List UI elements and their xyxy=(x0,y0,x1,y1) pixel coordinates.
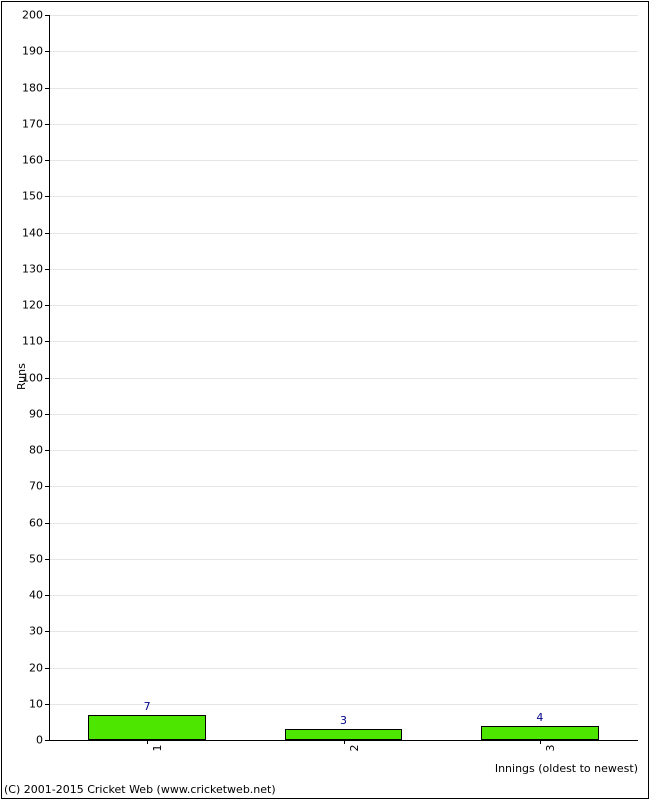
grid-line xyxy=(49,595,638,596)
bar-value-label: 3 xyxy=(340,714,347,727)
grid-line xyxy=(49,305,638,306)
bar xyxy=(481,726,599,741)
y-tick-label: 40 xyxy=(21,589,43,602)
grid-line xyxy=(49,559,638,560)
bar-value-label: 4 xyxy=(536,711,543,724)
grid-line xyxy=(49,704,638,705)
grid-line xyxy=(49,523,638,524)
grid-line xyxy=(49,341,638,342)
grid-line xyxy=(49,124,638,125)
grid-line xyxy=(49,160,638,161)
grid-line xyxy=(49,486,638,487)
bar-value-label: 7 xyxy=(144,700,151,713)
x-tick-label: 1 xyxy=(151,745,164,752)
y-tick-label: 30 xyxy=(21,625,43,638)
y-tick-label: 180 xyxy=(21,81,43,94)
grid-line xyxy=(49,378,638,379)
y-tick-label: 110 xyxy=(21,335,43,348)
y-tick-label: 60 xyxy=(21,516,43,529)
y-tick-label: 200 xyxy=(21,9,43,22)
y-tick-label: 70 xyxy=(21,480,43,493)
grid-line xyxy=(49,668,638,669)
footer-credit: (C) 2001-2015 Cricket Web (www.cricketwe… xyxy=(4,783,276,796)
y-tick-label: 80 xyxy=(21,444,43,457)
x-tick-label: 3 xyxy=(544,745,557,752)
y-tick-label: 140 xyxy=(21,226,43,239)
grid-line xyxy=(49,15,638,16)
y-axis-label: Runs xyxy=(15,363,28,390)
y-tick-label: 190 xyxy=(21,45,43,58)
y-tick-label: 20 xyxy=(21,661,43,674)
x-tick xyxy=(344,740,345,744)
y-tick-label: 120 xyxy=(21,299,43,312)
y-tick-label: 0 xyxy=(21,734,43,747)
bar xyxy=(285,729,403,740)
x-tick-label: 2 xyxy=(348,745,361,752)
grid-line xyxy=(49,196,638,197)
bar xyxy=(88,715,206,740)
x-tick xyxy=(147,740,148,744)
y-tick-label: 90 xyxy=(21,407,43,420)
y-tick-label: 170 xyxy=(21,117,43,130)
grid-line xyxy=(49,51,638,52)
y-tick-label: 10 xyxy=(21,697,43,710)
grid-line xyxy=(49,631,638,632)
y-axis xyxy=(49,15,50,740)
grid-line xyxy=(49,233,638,234)
grid-line xyxy=(49,88,638,89)
x-axis-label: Innings (oldest to newest) xyxy=(495,762,638,775)
x-tick xyxy=(540,740,541,744)
grid-line xyxy=(49,269,638,270)
outer-border xyxy=(1,1,649,799)
y-tick-label: 150 xyxy=(21,190,43,203)
y-tick-label: 160 xyxy=(21,154,43,167)
grid-line xyxy=(49,414,638,415)
y-tick-label: 130 xyxy=(21,262,43,275)
y-tick-label: 50 xyxy=(21,552,43,565)
grid-line xyxy=(49,450,638,451)
